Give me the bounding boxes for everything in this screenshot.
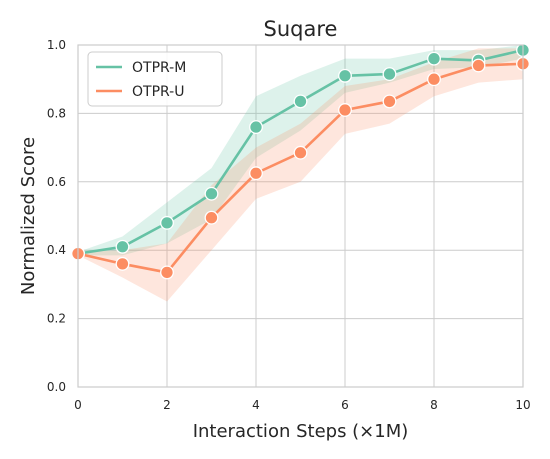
x-tick-label: 4 [252,398,260,412]
y-tick-label: 0.8 [47,106,66,120]
y-tick-label: 0.4 [47,243,66,257]
x-tick-label: 6 [341,398,349,412]
x-axis-label: Interaction Steps (×1M) [193,421,409,442]
legend-label: OTPR-U [132,84,184,100]
data-point [338,68,352,83]
confidence-band-0 [78,45,523,256]
data-point [382,67,397,82]
confidence-bands [78,45,523,302]
data-point [204,210,219,225]
y-tick-label: 1.0 [47,38,66,52]
x-tick-label: 10 [515,398,530,412]
data-point [249,166,263,181]
plot-frame [77,44,524,388]
data-point [427,51,441,66]
x-tick-label: 8 [430,398,438,412]
legend-label: OTPR-M [132,60,186,76]
data-point [338,103,352,117]
legend-box [87,51,223,107]
x-tick-label: 0 [74,398,82,412]
data-point [160,265,174,280]
y-tick-label: 0.2 [47,312,66,326]
x-tick-labels: 0 2 4 6 8 10 [74,398,530,412]
data-point [204,186,219,201]
data-point [427,72,441,87]
y-axis-label: Normalized Score [18,137,39,295]
data-point [293,94,308,109]
chart-title: Suqare [264,17,338,41]
y-tick-labels: 0.0 0.2 0.4 0.6 0.8 1.0 [47,38,66,394]
confidence-band-1 [78,48,523,302]
data-point [382,94,397,109]
y-tick-label: 0.0 [47,380,66,394]
data-point [471,58,486,73]
data-point [160,215,174,230]
y-tick-label: 0.6 [47,175,66,189]
data-point [115,239,130,254]
legend: OTPR-M OTPR-U [87,51,223,107]
data-point [249,120,263,135]
x-tick-label: 2 [163,398,171,412]
data-point [293,145,308,160]
data-point [115,256,130,271]
